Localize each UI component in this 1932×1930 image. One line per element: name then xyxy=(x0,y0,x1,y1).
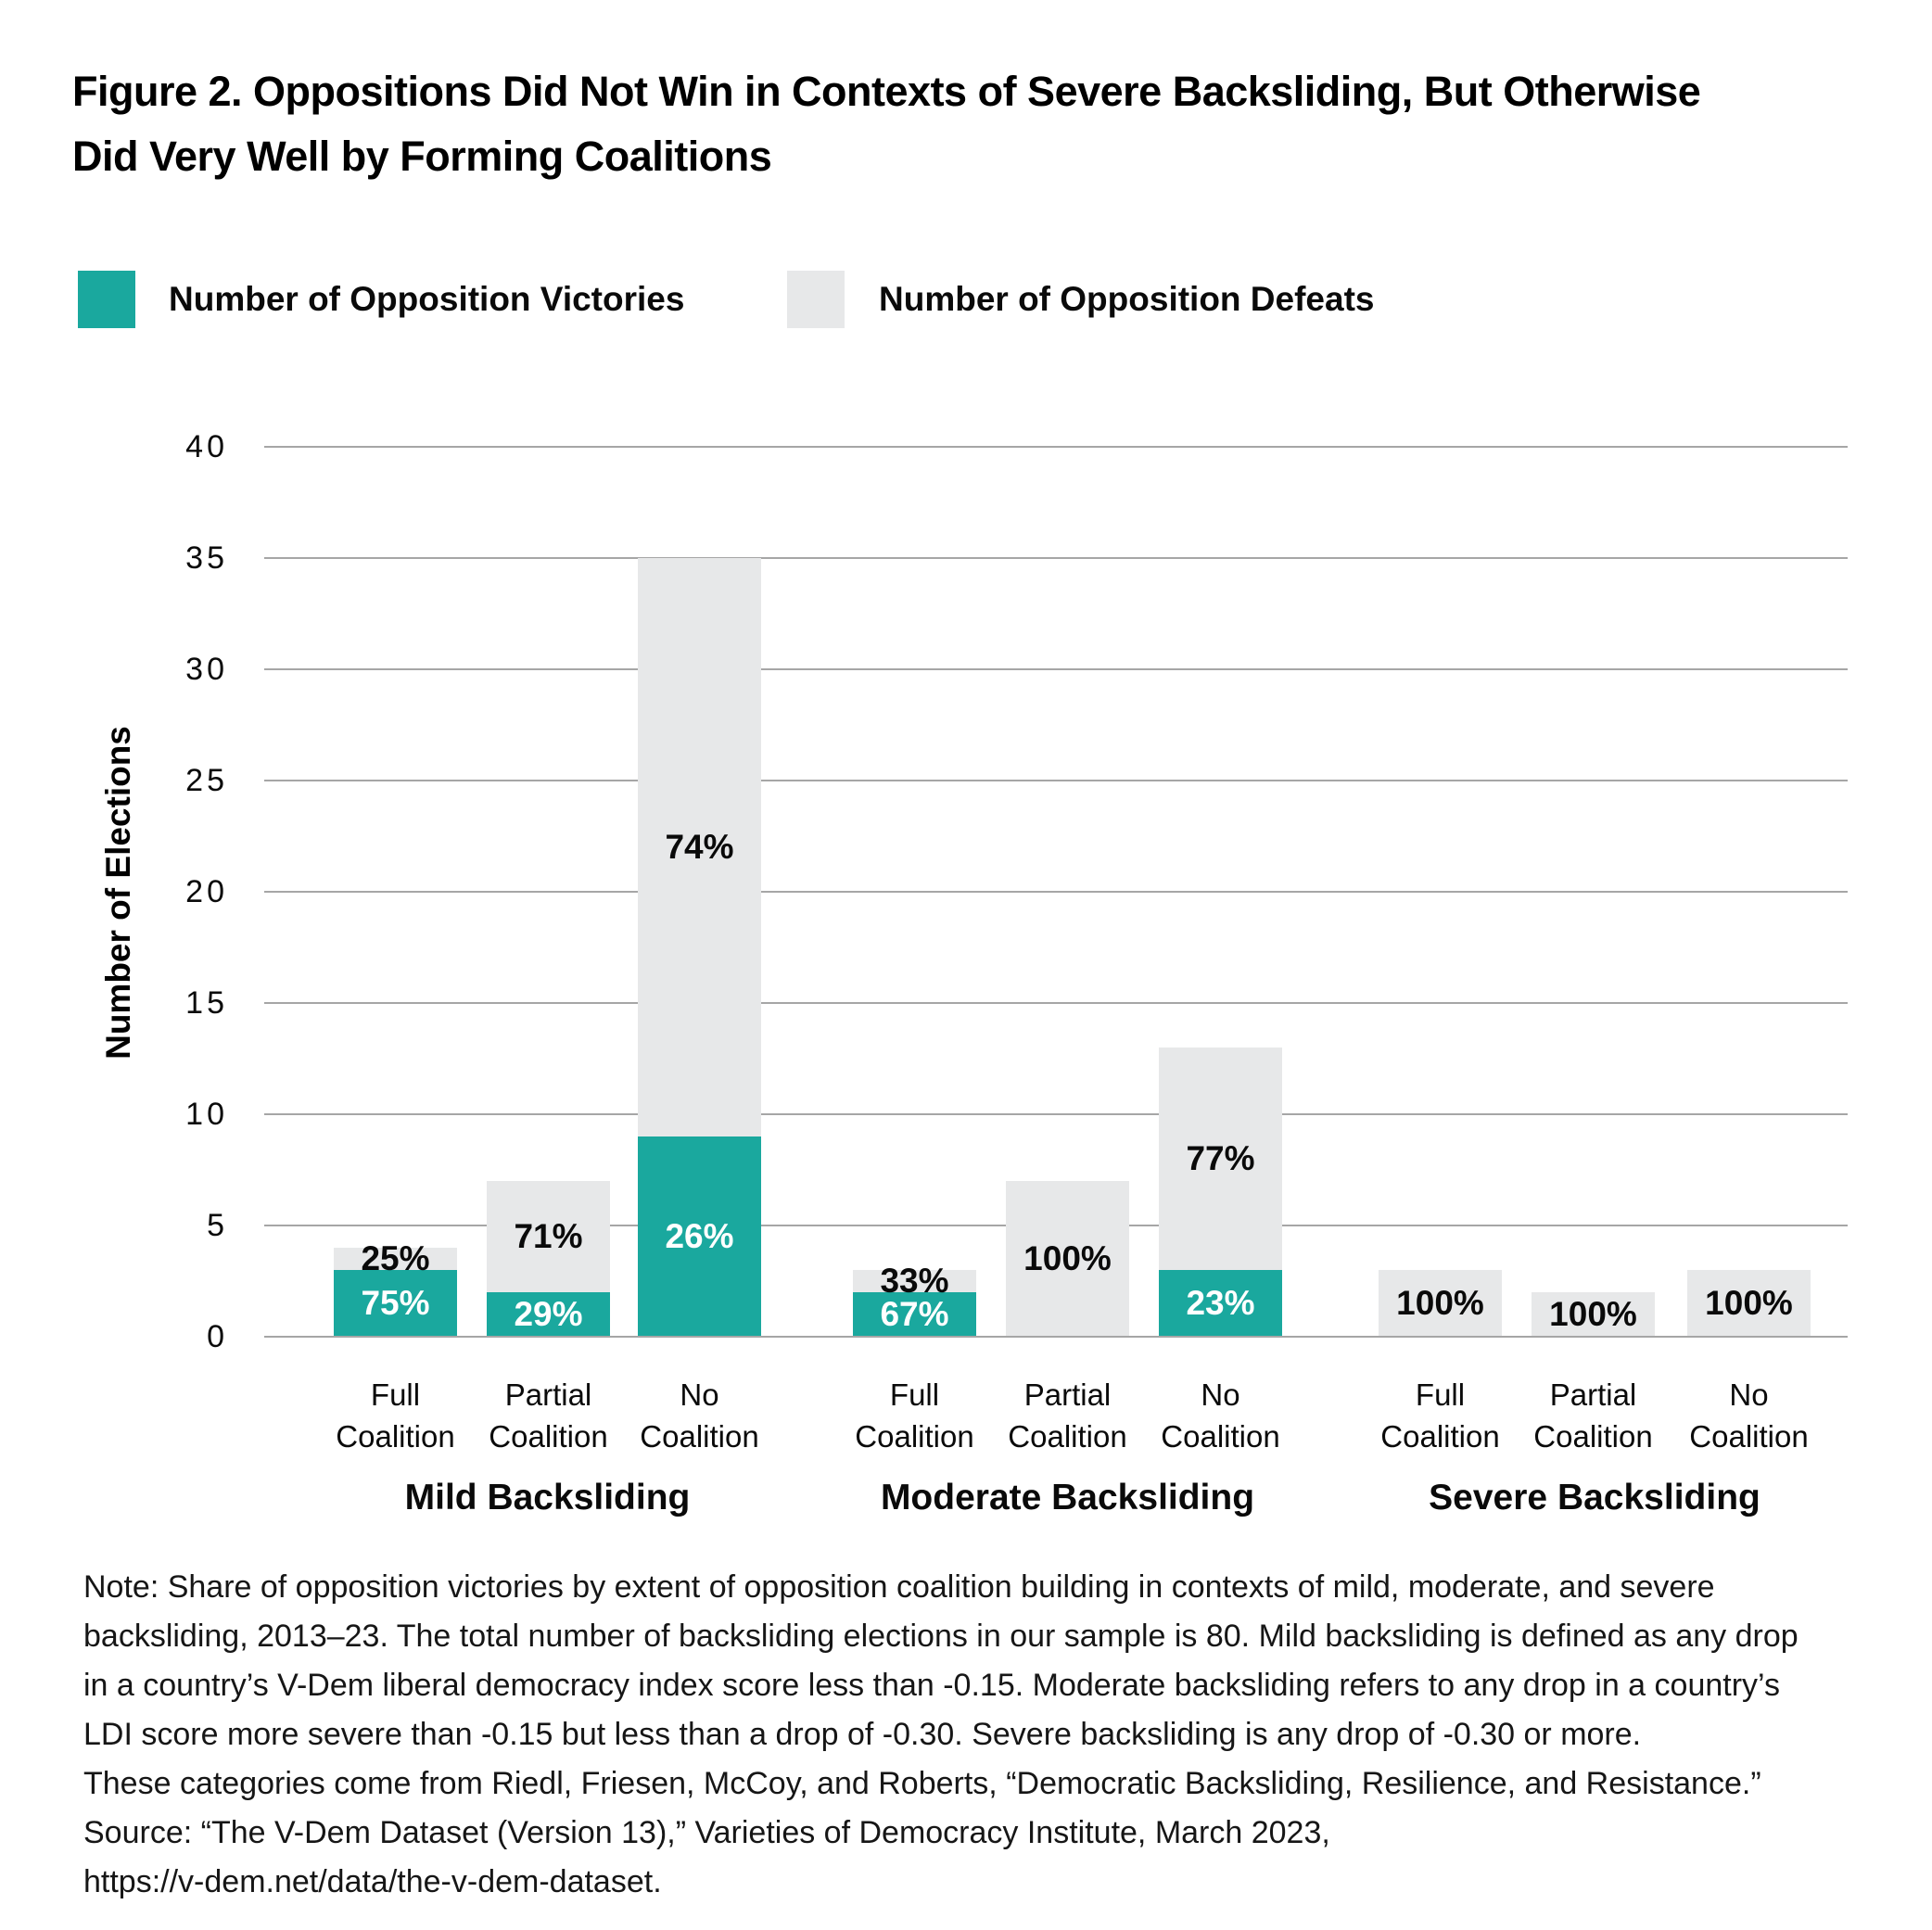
defeat-percent-label: 100% xyxy=(1705,1284,1793,1322)
victory-percent-label: 26% xyxy=(665,1217,734,1255)
y-tick-label-5: 5 xyxy=(207,1208,228,1243)
victory-percent-label: 67% xyxy=(880,1295,949,1333)
figure-title-line-2: Did Very Well by Forming Coalitions xyxy=(72,133,772,180)
category-label: Full Coalition xyxy=(1380,1378,1500,1454)
bar-segment-defeats: 100% xyxy=(1379,1270,1502,1337)
category-label: Full Coalition xyxy=(855,1378,974,1454)
note-line: in a country’s V-Dem liberal democracy i… xyxy=(83,1668,1780,1703)
legend-swatch-victories xyxy=(78,271,135,328)
category-label: Partial Coalition xyxy=(1533,1378,1653,1454)
y-tick-label-40: 40 xyxy=(185,429,228,464)
gridline-35 xyxy=(264,557,1848,559)
note: Note: Share of opposition victories by e… xyxy=(83,1563,1799,1907)
y-tick-label-0: 0 xyxy=(207,1319,228,1354)
legend-label-victories: Number of Opposition Victories xyxy=(169,280,685,318)
bar-segment-victories: 75% xyxy=(334,1270,457,1337)
bar-segment-defeats: 100% xyxy=(1687,1270,1811,1337)
category-label: Partial Coalition xyxy=(489,1378,608,1454)
group-label: Mild Backsliding xyxy=(404,1478,691,1517)
defeat-percent-label: 100% xyxy=(1023,1239,1112,1277)
defeat-percent-label: 74% xyxy=(665,828,734,866)
note-line: https://v-dem.net/data/the-v-dem-dataset… xyxy=(83,1864,662,1899)
group-label: Severe Backsliding xyxy=(1429,1478,1760,1517)
gridline-15 xyxy=(264,1002,1848,1004)
note-line: These categories come from Riedl, Friese… xyxy=(83,1766,1761,1801)
bar-segment-victories: 67% xyxy=(853,1292,976,1337)
y-tick-label-25: 25 xyxy=(185,763,228,798)
category-label: No Coalition xyxy=(1689,1378,1809,1454)
plot-area: 75% 25% 29% 71% 26% 74% 67% 33% 100% 23% 77% 100% 10… xyxy=(264,446,1848,1338)
gridline-40 xyxy=(264,446,1848,448)
gridline-20 xyxy=(264,891,1848,893)
y-tick-label-20: 20 xyxy=(185,874,228,909)
defeat-percent-label: 25% xyxy=(361,1239,430,1277)
bar-segment-defeats: 100% xyxy=(1006,1181,1129,1337)
group-label: Moderate Backsliding xyxy=(880,1478,1255,1517)
y-tick-label-35: 35 xyxy=(185,540,228,576)
bar-segment-defeats: 71% xyxy=(487,1181,610,1292)
gridline-10 xyxy=(264,1113,1848,1115)
victory-percent-label: 23% xyxy=(1186,1284,1255,1322)
defeat-percent-label: 77% xyxy=(1186,1139,1255,1177)
bar-segment-defeats: 33% xyxy=(853,1262,976,1300)
category-label: No Coalition xyxy=(1161,1378,1280,1454)
defeat-percent-label: 33% xyxy=(880,1262,949,1300)
y-tick-label-30: 30 xyxy=(185,652,228,687)
legend-swatch-defeats xyxy=(787,271,845,328)
gridline-30 xyxy=(264,668,1848,670)
category-label: Partial Coalition xyxy=(1008,1378,1127,1454)
figure-title-line-1: Figure 2. Oppositions Did Not Win in Con… xyxy=(72,68,1701,115)
figure-title: Figure 2. Oppositions Did Not Win in Con… xyxy=(72,59,1701,189)
victory-percent-label: 75% xyxy=(361,1284,430,1322)
bar-segment-defeats: 77% xyxy=(1159,1048,1282,1270)
bar-segment-victories: 23% xyxy=(1159,1270,1282,1337)
legend-label-defeats: Number of Opposition Defeats xyxy=(879,280,1375,318)
defeat-percent-label: 100% xyxy=(1549,1295,1637,1333)
y-tick-label-10: 10 xyxy=(185,1097,228,1132)
defeat-percent-label: 71% xyxy=(514,1217,583,1255)
gridline-0 xyxy=(264,1336,1848,1338)
note-line: LDI score more severe than -0.15 but les… xyxy=(83,1717,1642,1752)
note-line: Note: Share of opposition victories by e… xyxy=(83,1569,1715,1605)
victory-percent-label: 29% xyxy=(514,1295,583,1333)
bar-segment-victories: 26% xyxy=(638,1136,761,1337)
category-label: No Coalition xyxy=(640,1378,759,1454)
y-tick-label-15: 15 xyxy=(185,985,228,1021)
bar-segment-defeats: 74% xyxy=(638,558,761,1136)
gridline-25 xyxy=(264,780,1848,781)
defeat-percent-label: 100% xyxy=(1396,1284,1484,1322)
bar-segment-defeats: 25% xyxy=(334,1239,457,1277)
bar-segment-victories: 29% xyxy=(487,1292,610,1337)
bar-segment-defeats: 100% xyxy=(1532,1292,1655,1337)
category-label: Full Coalition xyxy=(336,1378,455,1454)
note-line: Source: “The V-Dem Dataset (Version 13),… xyxy=(83,1815,1330,1850)
note-line: backsliding, 2013–23. The total number o… xyxy=(83,1619,1799,1654)
